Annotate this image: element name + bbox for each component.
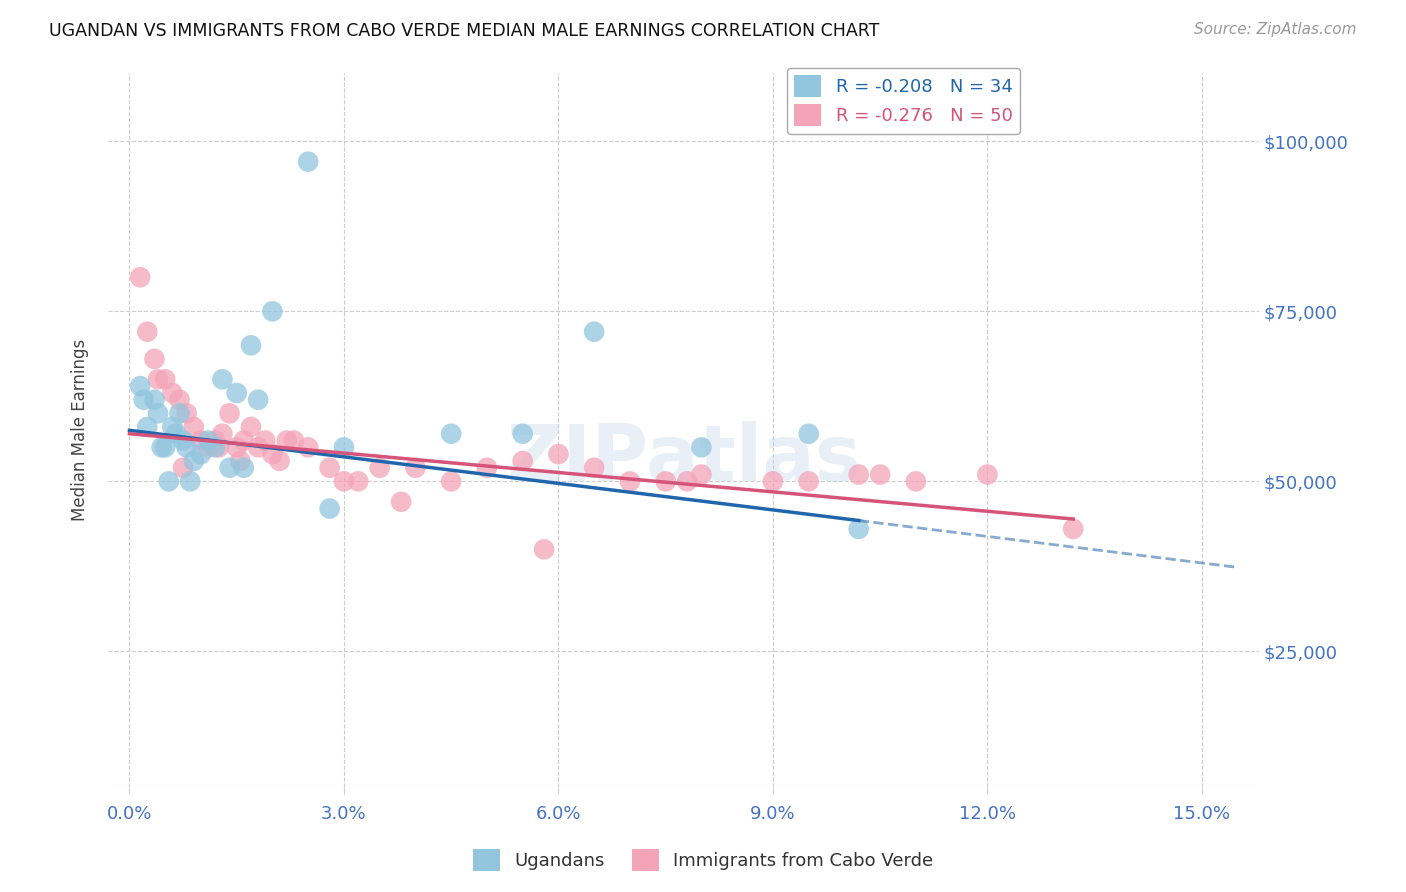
Point bbox=[318, 460, 340, 475]
Point bbox=[176, 440, 198, 454]
Point bbox=[150, 440, 173, 454]
Point bbox=[146, 372, 169, 386]
Point bbox=[583, 325, 606, 339]
Point bbox=[333, 475, 356, 489]
Point bbox=[232, 434, 254, 448]
Point bbox=[848, 522, 870, 536]
Point bbox=[318, 501, 340, 516]
Point bbox=[797, 475, 820, 489]
Point bbox=[904, 475, 927, 489]
Point bbox=[218, 406, 240, 420]
Point bbox=[157, 475, 180, 489]
Point bbox=[690, 440, 713, 454]
Point bbox=[211, 426, 233, 441]
Point bbox=[404, 460, 426, 475]
Point bbox=[247, 392, 270, 407]
Point bbox=[283, 434, 305, 448]
Point bbox=[129, 379, 152, 393]
Point bbox=[247, 440, 270, 454]
Point bbox=[762, 475, 785, 489]
Point bbox=[136, 325, 159, 339]
Point bbox=[169, 406, 191, 420]
Point bbox=[229, 454, 252, 468]
Point bbox=[146, 406, 169, 420]
Point bbox=[797, 426, 820, 441]
Point bbox=[165, 426, 187, 441]
Point bbox=[183, 454, 205, 468]
Point bbox=[232, 460, 254, 475]
Point bbox=[254, 434, 277, 448]
Point bbox=[211, 372, 233, 386]
Point bbox=[333, 440, 356, 454]
Point bbox=[347, 475, 370, 489]
Point bbox=[172, 434, 194, 448]
Point bbox=[129, 270, 152, 285]
Point bbox=[153, 440, 176, 454]
Point bbox=[512, 426, 534, 441]
Point bbox=[197, 440, 219, 454]
Point bbox=[172, 460, 194, 475]
Y-axis label: Median Male Earnings: Median Male Earnings bbox=[72, 339, 89, 522]
Point bbox=[143, 392, 166, 407]
Point bbox=[262, 304, 284, 318]
Point bbox=[676, 475, 699, 489]
Point bbox=[240, 420, 263, 434]
Point bbox=[143, 351, 166, 366]
Point bbox=[262, 447, 284, 461]
Legend: R = -0.208   N = 34, R = -0.276   N = 50: R = -0.208 N = 34, R = -0.276 N = 50 bbox=[787, 68, 1019, 134]
Point bbox=[619, 475, 641, 489]
Point bbox=[297, 154, 319, 169]
Point bbox=[190, 447, 212, 461]
Point bbox=[225, 440, 247, 454]
Point bbox=[204, 434, 226, 448]
Point bbox=[297, 440, 319, 454]
Point bbox=[225, 385, 247, 400]
Point bbox=[204, 440, 226, 454]
Point bbox=[475, 460, 498, 475]
Text: ZIPatlas: ZIPatlas bbox=[506, 421, 860, 497]
Point bbox=[183, 420, 205, 434]
Point bbox=[169, 392, 191, 407]
Point bbox=[440, 426, 463, 441]
Point bbox=[162, 385, 184, 400]
Point bbox=[869, 467, 891, 482]
Point bbox=[190, 434, 212, 448]
Point bbox=[153, 372, 176, 386]
Point bbox=[208, 440, 231, 454]
Point bbox=[389, 494, 412, 508]
Point bbox=[136, 420, 159, 434]
Point bbox=[583, 460, 606, 475]
Point bbox=[176, 406, 198, 420]
Point bbox=[690, 467, 713, 482]
Point bbox=[976, 467, 998, 482]
Point bbox=[179, 475, 201, 489]
Text: Source: ZipAtlas.com: Source: ZipAtlas.com bbox=[1194, 22, 1357, 37]
Point bbox=[368, 460, 391, 475]
Point bbox=[197, 434, 219, 448]
Point bbox=[218, 460, 240, 475]
Point bbox=[533, 542, 555, 557]
Text: UGANDAN VS IMMIGRANTS FROM CABO VERDE MEDIAN MALE EARNINGS CORRELATION CHART: UGANDAN VS IMMIGRANTS FROM CABO VERDE ME… bbox=[49, 22, 880, 40]
Point bbox=[1062, 522, 1084, 536]
Point bbox=[269, 454, 291, 468]
Point bbox=[547, 447, 569, 461]
Legend: Ugandans, Immigrants from Cabo Verde: Ugandans, Immigrants from Cabo Verde bbox=[465, 842, 941, 879]
Point bbox=[654, 475, 676, 489]
Point bbox=[162, 420, 184, 434]
Point bbox=[848, 467, 870, 482]
Point bbox=[132, 392, 155, 407]
Point bbox=[276, 434, 298, 448]
Point bbox=[440, 475, 463, 489]
Point bbox=[512, 454, 534, 468]
Point bbox=[240, 338, 263, 352]
